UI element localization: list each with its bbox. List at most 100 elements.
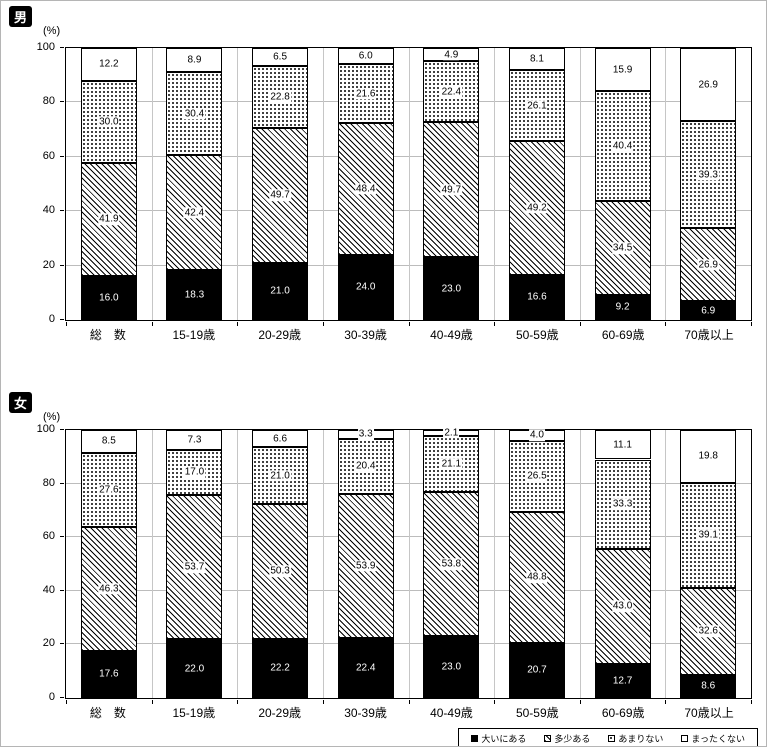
bar-segment-value: 4.0 bbox=[528, 429, 545, 442]
category-separator bbox=[408, 430, 410, 698]
x-tick-mark bbox=[237, 322, 239, 326]
bar: 22.0 53.7 17.0 7.3 bbox=[166, 430, 223, 698]
bar-segment-value: 41.9 bbox=[98, 213, 120, 226]
x-tick-mark bbox=[665, 700, 667, 704]
x-tick-mark bbox=[579, 322, 581, 326]
bar-segment bbox=[166, 270, 223, 320]
bar-segment-value: 34.5 bbox=[611, 242, 634, 254]
bar-segment-value: 12.7 bbox=[612, 675, 633, 687]
legend-symbol-white bbox=[681, 735, 689, 742]
percent-axis-unit: (%) bbox=[43, 25, 61, 37]
bar-segment-value: 30.0 bbox=[98, 115, 120, 128]
x-tick-mark bbox=[751, 700, 752, 704]
bar-segment-value: 22.0 bbox=[184, 662, 205, 674]
bar-segment bbox=[252, 638, 309, 698]
bar-segment bbox=[594, 663, 651, 698]
category-label: 50-59歳 bbox=[515, 706, 559, 720]
chart-male: 男 (%) 0 20 40 60 80 100 16.0 41.9 30.0 12.2 18.3 4… bbox=[1, 1, 766, 353]
y-tick-label: 80 bbox=[42, 95, 55, 108]
category-label: 40-49歳 bbox=[430, 328, 473, 342]
category-label: 20-29歳 bbox=[258, 706, 302, 720]
bar-segment bbox=[680, 228, 737, 302]
x-tick-mark bbox=[322, 700, 324, 704]
bar-segment-value: 18.3 bbox=[184, 289, 205, 301]
bar-segment-value: 23.0 bbox=[441, 661, 462, 673]
category-separator bbox=[494, 430, 496, 698]
bar-segment-value: 21.1 bbox=[440, 458, 463, 470]
bar: 8.6 32.6 39.1 19.8 bbox=[680, 430, 737, 698]
y-tick-label: 20 bbox=[42, 637, 55, 650]
x-tick-mark bbox=[665, 322, 667, 326]
x-tick-mark bbox=[322, 322, 324, 326]
bar-segment-value: 22.4 bbox=[440, 86, 463, 98]
y-tick-label: 20 bbox=[42, 258, 55, 271]
legend-symbol-diagonal-hatch bbox=[544, 735, 552, 742]
bar-segment-value: 6.9 bbox=[701, 304, 716, 316]
bar-segment-value: 16.6 bbox=[527, 291, 547, 303]
category-separator bbox=[494, 48, 496, 320]
bar-segment-value: 46.3 bbox=[98, 583, 120, 595]
bar-segment bbox=[680, 587, 737, 675]
bar-segment bbox=[337, 64, 394, 124]
bar-segment bbox=[337, 438, 394, 494]
bar-segment-value: 53.8 bbox=[440, 558, 463, 571]
x-tick-mark bbox=[494, 700, 496, 704]
bar-segment-value: 6.6 bbox=[272, 432, 289, 445]
bar-segment-value: 53.9 bbox=[354, 559, 377, 572]
bar-segment-value: 50.3 bbox=[269, 565, 291, 577]
y-tick-label: 40 bbox=[42, 583, 55, 596]
bar-segment bbox=[252, 503, 309, 639]
y-axis: 0 20 40 60 80 100 bbox=[1, 423, 65, 703]
category-label: 15-19歳 bbox=[172, 328, 216, 342]
category-label: 30-39歳 bbox=[344, 706, 387, 720]
bar: 20.7 48.8 26.5 4.0 bbox=[508, 429, 565, 698]
category-label: 40-49歳 bbox=[430, 706, 473, 720]
category-separator bbox=[665, 430, 667, 698]
legend-symbol-solid-black bbox=[471, 735, 479, 742]
bar-segment bbox=[508, 70, 565, 142]
legend-item-label: 大いにある bbox=[481, 734, 527, 744]
bar-segment-value: 42.4 bbox=[183, 206, 206, 219]
bar-segment bbox=[423, 636, 480, 698]
bar-segment-value: 16.0 bbox=[99, 292, 119, 304]
category-separator bbox=[579, 48, 581, 320]
chart-title-badge: 女 bbox=[9, 392, 33, 413]
y-tick-mark bbox=[60, 643, 64, 645]
bar-segment-value: 23.0 bbox=[441, 282, 462, 294]
bar-segment-value: 22.4 bbox=[355, 662, 376, 674]
bar-segment bbox=[423, 257, 480, 320]
bar-segment-value: 39.3 bbox=[697, 168, 719, 181]
category-label: 総 数 bbox=[89, 706, 126, 720]
y-tick-label: 80 bbox=[42, 476, 55, 489]
y-tick-mark bbox=[60, 264, 64, 266]
legend-symbol-dots bbox=[608, 735, 616, 742]
chart-title-badge: 男 bbox=[9, 6, 33, 27]
bar-segment bbox=[423, 435, 480, 493]
legend-item-label: まったくない bbox=[691, 734, 745, 744]
legend-item: まったくない bbox=[681, 732, 745, 745]
bar: 9.2 34.5 40.4 15.9 bbox=[594, 48, 651, 320]
plot-area: 17.6 46.3 27.6 8.5 22.0 53.7 17.0 7.3 22.2 50.3 21… bbox=[65, 427, 752, 704]
bar-segment-value: 26.9 bbox=[697, 78, 719, 91]
bar: 24.0 48.4 21.6 6.0 bbox=[337, 48, 394, 320]
bar-segment-value: 32.6 bbox=[697, 625, 719, 638]
category-separator bbox=[237, 48, 239, 320]
bar-segment-value: 22.2 bbox=[270, 662, 290, 674]
bar-segment-value: 17.6 bbox=[99, 668, 119, 680]
y-tick-mark bbox=[60, 155, 64, 157]
plot-area: 16.0 41.9 30.0 12.2 18.3 42.4 30.4 8.9 21.0 49.7 2… bbox=[65, 47, 752, 326]
bar-segment-value: 8.5 bbox=[100, 435, 117, 448]
bar-segment-value: 53.7 bbox=[183, 561, 206, 573]
bar-segment bbox=[337, 637, 394, 698]
bar-segment-value: 20.4 bbox=[354, 460, 377, 472]
bar-segment-value: 20.7 bbox=[527, 664, 547, 676]
category-label: 総 数 bbox=[89, 328, 126, 342]
bar-segment-value: 4.9 bbox=[443, 48, 460, 61]
x-tick-mark bbox=[151, 700, 153, 704]
bar-segment-value: 21.0 bbox=[269, 469, 291, 482]
bar: 23.0 49.7 22.4 4.9 bbox=[423, 48, 480, 320]
bar-segment bbox=[337, 254, 394, 320]
x-tick-mark bbox=[579, 700, 581, 704]
bar-segment-value: 26.9 bbox=[697, 258, 719, 271]
bar-segment-value: 33.3 bbox=[611, 498, 634, 510]
